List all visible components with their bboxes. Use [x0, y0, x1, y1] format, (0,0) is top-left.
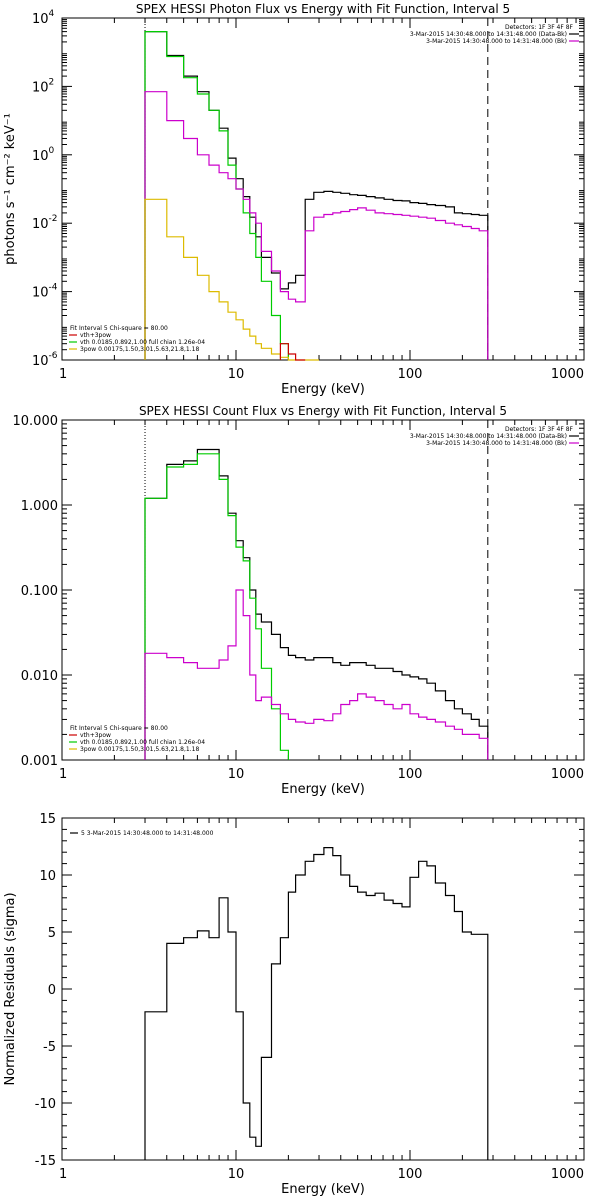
x-tick-label: 1: [59, 367, 67, 382]
y-tick-label: 10-2: [32, 214, 58, 232]
legend-entry-label: 3-Mar-2015 14:30:48.000 to 14:31:48.000 …: [410, 31, 567, 38]
residuals-x-label: Energy (keV): [281, 1182, 365, 1197]
legend-entry-label: 3pow 0.00175,1.50,3.01,5.63,21.8,1.18: [80, 346, 199, 353]
y-tick-label: -5: [43, 1040, 56, 1055]
residuals-series-data: [144, 847, 489, 1160]
count-series-background-model: [144, 589, 489, 760]
residuals-legend-left: 5 3-Mar-2015 14:30:48.000 to 14:31:48.00…: [70, 830, 214, 837]
count-legend-right: Detectors: 1F 3F 4F 8F3-Mar-2015 14:30:4…: [410, 426, 579, 447]
photon-legend-right: Detectors: 1F 3F 4F 8F3-Mar-2015 14:30:4…: [410, 24, 579, 45]
photon-series-powerlaw: [144, 198, 319, 361]
photon-title: SPEX HESSI Photon Flux vs Energy with Fi…: [136, 2, 510, 16]
legend-entry-label: 3-Mar-2015 14:30:48.000 to 14:31:48.000 …: [410, 433, 567, 440]
legend-header: Fit Interval 5 Chi-square = 80.00: [70, 325, 168, 332]
y-tick-label: 10.000: [13, 414, 59, 429]
y-tick-label: 0: [48, 983, 56, 998]
count-series-thermal: [144, 453, 289, 760]
x-tick-label: 100: [398, 367, 423, 382]
photon-series-total-model: [279, 343, 306, 361]
legend-entry-label: 3-Mar-2015 14:30:48.000 to 14:31:48.000 …: [426, 38, 567, 45]
x-tick-label: 100: [398, 767, 423, 782]
y-tick-label: 100: [32, 146, 55, 164]
legend-header: Detectors: 1F 3F 4F 8F: [505, 24, 574, 31]
y-tick-label: 0.100: [21, 584, 58, 599]
y-tick-label: 15: [39, 812, 56, 827]
y-tick-label: 0.001: [21, 754, 58, 769]
legend-entry-label: 5 3-Mar-2015 14:30:48.000 to 14:31:48.00…: [81, 830, 214, 837]
y-tick-label: 10-6: [32, 351, 58, 369]
y-tick-label: 104: [32, 9, 55, 27]
y-tick-label: -15: [35, 1154, 56, 1169]
photon-series-thermal: [144, 31, 289, 360]
photon-series-data: [144, 31, 489, 360]
legend-entry-label: vth 0.0185,0.892,1.00 full chian 1.26e-0…: [80, 739, 205, 746]
count-legend-left: Fit Interval 5 Chi-square = 80.00vth+3po…: [69, 725, 205, 753]
count-x-label: Energy (keV): [281, 782, 365, 797]
count-plot-frame: [61, 419, 585, 761]
legend-entry-label: 3pow 0.00175,1.50,3.01,5.63,21.8,1.18: [80, 746, 199, 753]
x-tick-label: 1: [59, 1167, 67, 1182]
x-tick-label: 1000: [551, 1167, 584, 1182]
x-tick-label: 10: [228, 367, 245, 382]
legend-header: Fit Interval 5 Chi-square = 80.00: [70, 725, 168, 732]
photon-plot-frame: [61, 17, 585, 361]
x-tick-label: 1000: [551, 367, 584, 382]
photon-legend-left: Fit Interval 5 Chi-square = 80.00vth+3po…: [69, 325, 205, 353]
y-tick-label: 102: [32, 77, 54, 95]
residuals-chart: 1 10 100 1000 Energy (keV) 15 10 5 0 -5 -10 -15 Norm…: [3, 812, 585, 1197]
y-tick-label: 5: [48, 926, 56, 941]
x-tick-label: 1: [59, 767, 67, 782]
photon-chart: SPEX HESSI Photon Flux vs Energy with Fi…: [3, 2, 585, 397]
y-tick-label: 0.010: [21, 669, 58, 684]
legend-entry-label: vth 0.0185,0.892,1.00 full chian 1.26e-0…: [80, 339, 205, 346]
y-tick-label: 10: [39, 869, 56, 884]
legend-header: Detectors: 1F 3F 4F 8F: [505, 426, 574, 433]
legend-entry-label: vth+3pow: [80, 732, 111, 739]
x-tick-label: 10: [228, 1167, 245, 1182]
x-tick-label: 100: [398, 1167, 423, 1182]
count-series-data: [144, 448, 489, 760]
photon-y-label: photons s⁻¹ cm⁻² keV⁻¹: [3, 113, 18, 265]
count-chart: SPEX HESSI Count Flux vs Energy with Fit…: [13, 404, 585, 797]
photon-series-background-model: [144, 91, 489, 360]
x-tick-label: 10: [228, 767, 245, 782]
x-tick-label: 1000: [551, 767, 584, 782]
legend-entry-label: 3-Mar-2015 14:30:48.000 to 14:31:48.000 …: [426, 440, 567, 447]
legend-entry-label: vth+3pow: [80, 332, 111, 339]
y-tick-label: 1.000: [21, 499, 58, 514]
count-title: SPEX HESSI Count Flux vs Energy with Fit…: [139, 404, 507, 418]
y-tick-label: -10: [35, 1097, 56, 1112]
residuals-plot-frame: [61, 817, 585, 1161]
residuals-y-label: Normalized Residuals (sigma): [3, 892, 18, 1085]
photon-x-label: Energy (keV): [281, 382, 365, 397]
y-tick-label: 10-4: [32, 283, 58, 301]
